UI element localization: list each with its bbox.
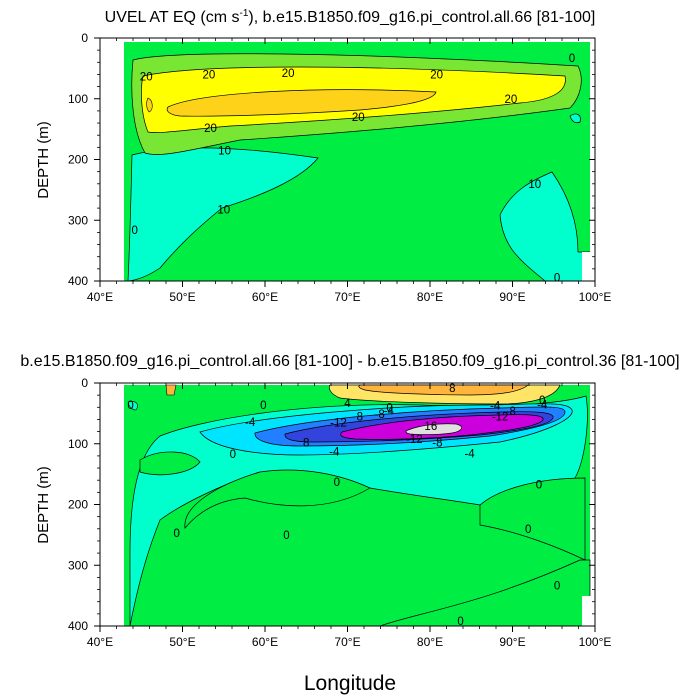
contour-label: 4	[344, 398, 351, 410]
x-tick-label: 40°E	[87, 635, 113, 649]
x-tick-label: 100°E	[579, 635, 612, 649]
x-tick-label: 70°E	[334, 635, 360, 649]
panel-2-pos-8-band	[358, 384, 529, 396]
panel-2-title: b.e15.B1850.f09_g16.pi_control.all.66 [8…	[20, 353, 679, 370]
y-tick-label: 200	[68, 498, 88, 512]
contour-label: 10	[218, 145, 231, 157]
panel-1-contour-labels: 20 20 20 20 20 20 20 0 10 10 0 10 0	[131, 53, 575, 284]
y-tick-label: 300	[68, 213, 88, 227]
panel-1-band-30-small	[146, 97, 153, 113]
contour-label: 20	[504, 94, 517, 106]
contour-label: 20	[204, 123, 217, 135]
panel-1-neg-region-left	[127, 147, 319, 281]
y-tick-label: 100	[68, 437, 88, 451]
x-tick-label: 60°E	[252, 290, 278, 304]
contour-label: 0	[131, 225, 137, 237]
contour-label: 0	[569, 53, 575, 65]
contour-label: 0	[230, 449, 236, 461]
x-tick-label: 50°E	[169, 290, 195, 304]
panel-1-field	[100, 38, 595, 281]
x-tick-label: 50°E	[169, 635, 195, 649]
contour-label: 20	[282, 68, 295, 80]
panel-2-neg-spot	[127, 401, 138, 411]
contour-label: 0	[127, 400, 133, 412]
panel-2-pos-patch-bottom	[379, 559, 591, 626]
x-tick-label: 60°E	[252, 635, 278, 649]
panel-1-land-box	[582, 252, 595, 281]
panel-1-title-main: UVEL AT EQ (cm s	[105, 9, 240, 26]
contour-label: 8	[449, 383, 455, 395]
x-tick-label: 80°E	[417, 290, 443, 304]
y-tick-label: 300	[68, 558, 88, 572]
x-tick-label: 100°E	[579, 290, 612, 304]
y-tick-label: 100	[68, 92, 88, 106]
contour-label: -4	[464, 448, 475, 460]
contour-label: 0	[334, 477, 340, 489]
panel-2-neg-20-core	[405, 423, 462, 436]
panel-2-land-box	[582, 596, 595, 626]
contour-label: -4	[329, 447, 340, 459]
contour-label: 20	[140, 71, 153, 83]
panel-1-title-sup: -1	[240, 8, 249, 19]
contour-label: 10	[528, 179, 541, 191]
panel-1-title-rest: ), b.e15.B1850.f09_g16.pi_control.all.66…	[248, 9, 595, 26]
contour-label: -8	[375, 409, 385, 421]
panel-2-pos-spot-left	[165, 384, 177, 396]
panel-1-neg-region-right	[499, 171, 591, 281]
contour-label: 0	[554, 272, 560, 284]
y-tick-label: 200	[68, 153, 88, 167]
contour-label: 0	[386, 402, 392, 414]
panel-2-contour-labels: 0 0 4 0-48-4-4 0-4-128 -816-12-8-12 -88-4 -400 0…	[127, 383, 560, 628]
panel-1-uvel: UVEL AT EQ (cm s-1), b.e15.B1850.f09_g16…	[35, 8, 611, 304]
x-tick-label: 90°E	[499, 290, 525, 304]
contour-label: -4	[384, 405, 395, 417]
contour-label: -8	[506, 406, 516, 418]
contour-label: 0	[457, 616, 463, 628]
contour-label: 10	[217, 204, 230, 216]
x-tick-label: 70°E	[334, 290, 360, 304]
contour-label: 20	[352, 112, 365, 124]
x-axis-title: Longitude	[304, 672, 396, 695]
panel-2-x-axis: 40°E 50°E 60°E 70°E 80°E 90°E 100°E	[87, 383, 611, 649]
panel-1-neg-spot	[569, 113, 581, 124]
contour-label: -12	[406, 434, 423, 446]
contour-label: 8	[357, 411, 363, 423]
contour-label: 0	[174, 528, 180, 540]
contour-label: 20	[203, 69, 216, 81]
contour-label: -4	[245, 417, 256, 429]
x-tick-label: 40°E	[87, 290, 113, 304]
contour-label: -8	[432, 438, 442, 450]
contour-label: 20	[430, 69, 443, 81]
contour-label: 16	[424, 421, 437, 433]
y-tick-label: 0	[81, 31, 88, 45]
panel-1-band-30	[166, 89, 437, 117]
y-tick-label: 400	[68, 274, 88, 288]
panel-1-ylabel: DEPTH (m)	[35, 121, 52, 199]
y-tick-label: 0	[81, 376, 88, 390]
panel-2-pos-patch-left	[139, 451, 201, 476]
panel-2-field	[100, 383, 595, 626]
contour-label: 0	[554, 580, 560, 592]
contour-label: 8	[303, 438, 309, 450]
panel-2-difference: b.e15.B1850.f09_g16.pi_control.all.66 [8…	[20, 353, 679, 649]
panel-1-title: UVEL AT EQ (cm s-1), b.e15.B1850.f09_g16…	[105, 8, 596, 26]
contour-label: -12	[492, 411, 509, 423]
contour-label: 0	[525, 524, 531, 536]
x-tick-label: 90°E	[499, 635, 525, 649]
contour-label: -4	[537, 399, 548, 411]
contour-label: 0	[536, 479, 542, 491]
y-tick-label: 400	[68, 619, 88, 633]
x-tick-label: 80°E	[417, 635, 443, 649]
panel-2-pos-patch-mid	[184, 469, 371, 529]
contour-label: 0	[539, 395, 545, 407]
panel-2-ylabel: DEPTH (m)	[35, 466, 52, 544]
panel-1-x-axis: 40°E 50°E 60°E 70°E 80°E 90°E 100°E	[87, 38, 611, 304]
contour-label: -12	[330, 417, 347, 429]
contour-label: -4	[490, 400, 501, 412]
contour-label: 0	[283, 530, 289, 542]
contour-label: 0	[260, 400, 266, 412]
